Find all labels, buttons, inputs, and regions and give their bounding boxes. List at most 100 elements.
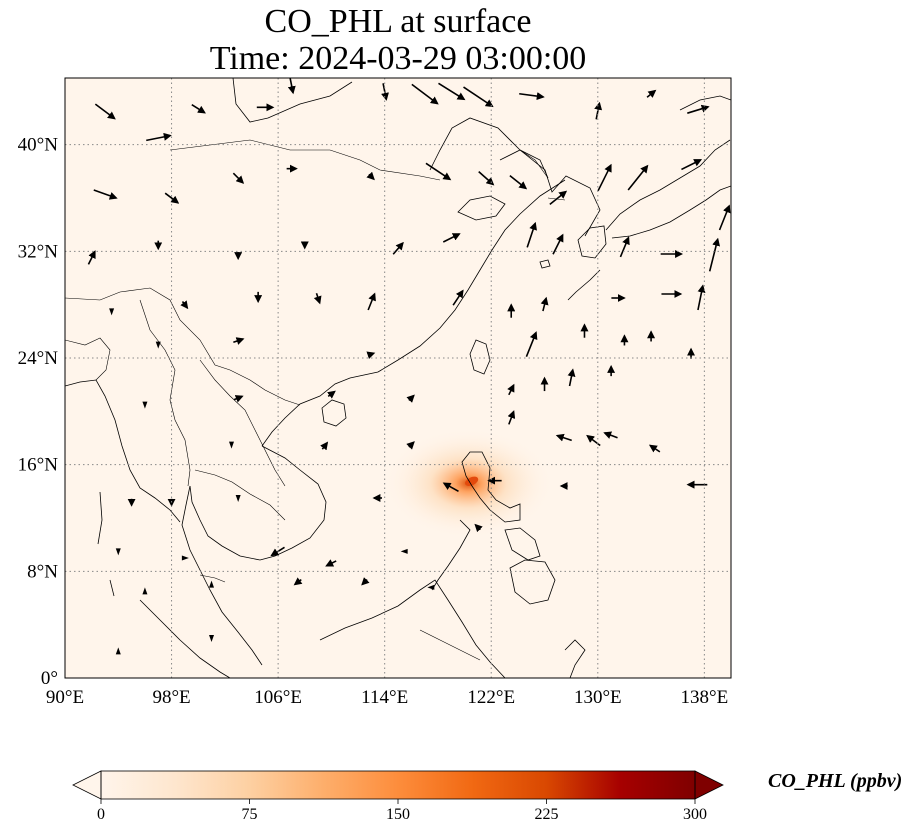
wind-arrow [648,444,661,453]
wind-arrow [697,284,706,311]
wind-arrow [181,555,189,561]
concentration-field [65,78,731,678]
wind-arrow [233,337,245,345]
wind-arrow [361,577,370,586]
lon-tick-label: 114°E [361,687,408,708]
shandong-peninsula [457,195,506,221]
wind-arrow [519,92,545,101]
lon-tick-label: 122°E [467,687,515,708]
lat-tick-label: 32°N [18,241,59,262]
wind-arrow [474,523,483,533]
japan-honshu-south [611,185,731,239]
wind-arrow [115,647,121,655]
wind-arrow [619,236,630,258]
colorbar-tick-label: 0 [97,806,105,823]
wind-vector-field [87,78,731,655]
wind-arrow [327,390,336,399]
border-borneo [419,629,481,661]
wind-arrow [525,331,538,357]
japan-kyushu [577,225,607,259]
wind-arrow [452,289,464,306]
colorbar-ticks [100,799,696,804]
border-malaysia-thailand [199,574,226,583]
colorbar [72,770,724,804]
lon-tick-label: 90°E [46,687,84,708]
wind-arrow [718,204,731,231]
wind-arrow [425,162,452,181]
wind-arrow [366,171,375,181]
lon-tick-label: 138°E [681,687,729,708]
border-china-southwest [65,287,301,406]
china-east-coast [261,179,566,447]
hokkaido-coast [679,95,731,111]
wind-arrow [367,292,376,311]
wind-arrow [442,482,459,493]
wind-arrow [400,548,408,554]
wind-arrow [646,89,657,98]
wind-arrow [406,441,415,450]
border-india-bangladesh [65,337,111,381]
hainan-island [321,399,347,427]
wind-arrow [164,192,180,204]
myanmar-coast [65,379,181,523]
lat-tick-label: 8°N [27,561,58,582]
ryukyu-islands [567,269,601,301]
wind-arrow [94,103,116,120]
wind-arrow [146,132,172,142]
borneo-coast [319,579,506,678]
malay-peninsula-coast [181,485,263,666]
wind-arrow [687,104,710,114]
wind-arrow [109,308,115,316]
wind-arrow [708,237,721,272]
wind-arrow [540,296,549,312]
wind-arrow [478,171,495,186]
wind-arrow [191,103,206,114]
colorbar-extend-max [694,770,724,800]
wind-arrow [552,233,564,255]
wind-arrow [87,250,96,265]
wind-arrow [509,174,528,190]
colorbar-tick-label: 300 [683,806,707,823]
wind-arrow [594,101,603,120]
lon-tick-label: 106°E [254,687,302,708]
latitude-axis: 0° 8°N 16°N 24°N 32°N 40°N [18,135,59,689]
co-plume-core [465,476,479,487]
luzon-island [461,451,521,523]
vietnam-coast [259,445,327,561]
colorbar-tick-label: 75 [241,806,258,823]
wind-arrow [549,190,568,206]
border-thailand-cambodia [194,469,286,521]
taiwan-island [469,339,491,375]
border-myanmar-east [139,299,191,487]
japan-honshu [605,139,731,231]
sumatra-coast [139,599,231,678]
wind-arrow [232,172,245,184]
wind-arrow [142,587,148,595]
wind-arrow [507,410,516,425]
lat-tick-label: 40°N [18,135,59,156]
wind-arrow [115,548,121,556]
country-borders [65,139,566,661]
border-korea-china [519,149,549,179]
wind-arrow [427,584,435,590]
nicobar-islands [109,579,115,597]
lat-tick-label: 16°N [18,455,59,476]
colorbar-tick-label: 150 [386,806,410,823]
map-frame [64,77,732,679]
wind-arrow [555,433,572,442]
colorbar-tick-label: 225 [534,806,559,823]
lon-tick-label: 130°E [574,687,622,708]
colorbar-extend-min [72,770,102,800]
wind-arrow [411,83,439,105]
border-laos [199,359,286,487]
wind-arrow [287,78,296,95]
jeju-island [539,259,551,269]
map-title: CO_PHL at surface [264,3,532,40]
wind-arrow [235,495,241,502]
wind-arrow [526,221,537,248]
graticule [65,78,731,678]
wind-arrow [293,577,303,586]
palawan-island [431,519,471,591]
wind-arrow [442,233,461,243]
colorbar-label: CO_PHL (ppbv) [768,770,903,792]
